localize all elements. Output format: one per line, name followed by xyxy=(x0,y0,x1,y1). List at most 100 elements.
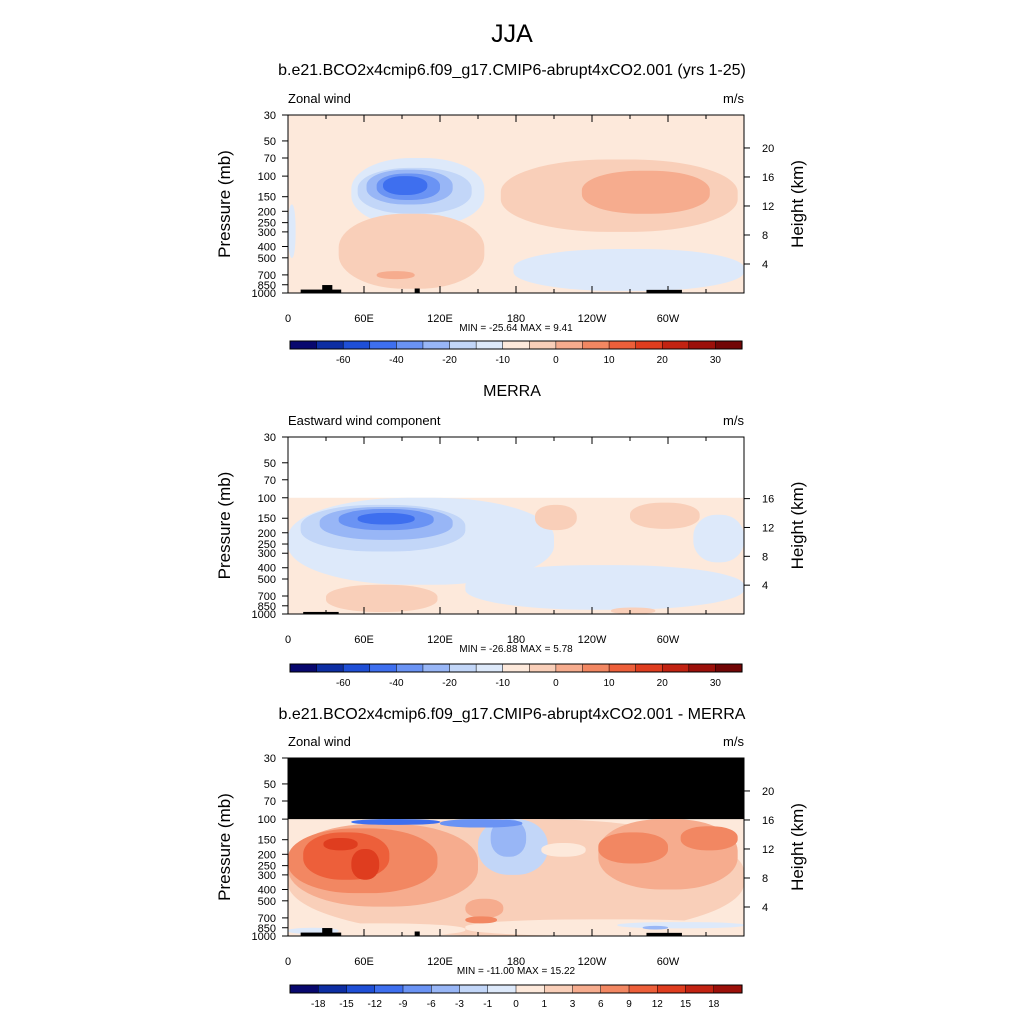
colorbar-label: -10 xyxy=(495,355,510,366)
contour-region xyxy=(490,819,527,857)
colorbar-swatch xyxy=(544,984,574,994)
contour-fill-group xyxy=(288,497,744,614)
x-tick-label: 60W xyxy=(657,956,680,968)
pressure-tick-label: 200 xyxy=(258,206,276,218)
topography-mask xyxy=(322,285,333,293)
plot-background xyxy=(288,437,744,614)
pressure-tick-label: 50 xyxy=(264,779,276,791)
pressure-tick-label: 1000 xyxy=(252,931,276,943)
contour-region xyxy=(323,837,358,851)
height-tick-label: 16 xyxy=(762,172,774,184)
panel-left-title: Zonal wind xyxy=(288,91,351,106)
colorbar-swatch xyxy=(374,984,404,994)
pressure-tick-label: 150 xyxy=(258,513,276,525)
panel-units: m/s xyxy=(723,91,744,106)
pressure-tick-label: 70 xyxy=(264,796,276,808)
contour-region xyxy=(288,828,438,894)
colorbar-label: 9 xyxy=(626,999,632,1010)
right-axis-label: Height (km) xyxy=(788,803,807,891)
colorbar-swatch xyxy=(396,663,424,673)
contour-region xyxy=(440,819,523,828)
pressure-tick-label: 400 xyxy=(258,884,276,896)
contour-region xyxy=(338,509,434,531)
contour-region xyxy=(465,919,744,936)
height-tick-label: 20 xyxy=(762,143,774,155)
colorbar-swatch xyxy=(661,663,690,673)
height-tick-label: 4 xyxy=(762,902,768,914)
colorbar-swatch xyxy=(635,663,663,673)
colorbar-swatch xyxy=(582,663,610,673)
x-tick-label: 0 xyxy=(285,956,291,968)
colorbar-label: -9 xyxy=(399,999,408,1010)
colorbar-swatch xyxy=(713,984,743,994)
contour-region xyxy=(500,159,738,232)
colorbar-swatch xyxy=(688,663,716,673)
colorbar-swatch xyxy=(502,663,530,673)
height-tick-label: 16 xyxy=(762,815,774,827)
colorbar-label: -60 xyxy=(336,355,351,366)
x-tick-label: 120W xyxy=(578,634,607,646)
colorbar-label: 20 xyxy=(657,355,669,366)
contour-region xyxy=(465,916,497,924)
pressure-tick-label: 500 xyxy=(258,253,276,265)
panel-units: m/s xyxy=(723,734,744,749)
colorbar-swatch xyxy=(342,340,371,350)
pressure-tick-label: 100 xyxy=(258,814,276,826)
contour-region xyxy=(288,923,466,936)
pressure-tick-label: 30 xyxy=(264,753,276,765)
colorbar-swatch xyxy=(396,340,424,350)
height-tick-label: 12 xyxy=(762,522,774,534)
pressure-tick-label: 30 xyxy=(264,432,276,444)
contour-region xyxy=(693,514,744,563)
colorbar-label: 10 xyxy=(603,678,615,689)
contour-region xyxy=(680,826,738,851)
x-tick-label: 120W xyxy=(578,313,607,325)
contour-region xyxy=(465,565,744,610)
height-tick-label: 4 xyxy=(762,580,768,592)
height-tick-label: 8 xyxy=(762,230,768,242)
topography-mask xyxy=(300,289,342,293)
y-axis-label: Pressure (mb) xyxy=(215,150,234,258)
height-tick-label: 4 xyxy=(762,259,768,271)
plot-frame xyxy=(287,757,745,937)
right-axis-label: Height (km) xyxy=(788,160,807,248)
colorbar-swatch xyxy=(685,984,715,994)
colorbar-frame xyxy=(289,340,743,350)
contour-region xyxy=(366,169,453,205)
colorbar-swatch xyxy=(449,663,477,673)
colorbar-frame xyxy=(289,663,743,673)
pressure-tick-label: 300 xyxy=(258,870,276,882)
contour-region xyxy=(617,922,744,929)
colorbar-swatch xyxy=(555,340,584,350)
pressure-tick-label: 700 xyxy=(258,591,276,603)
colorbar-label: -20 xyxy=(442,678,457,689)
colorbar-swatch xyxy=(582,340,610,350)
pressure-tick-label: 500 xyxy=(258,574,276,586)
colorbar-label: -6 xyxy=(427,999,436,1010)
pressure-tick-label: 400 xyxy=(258,241,276,253)
stats-label: MIN = -26.88 MAX = 5.78 xyxy=(459,644,573,655)
contour-region xyxy=(357,167,472,214)
panel-left-title: Eastward wind component xyxy=(288,413,441,428)
colorbar-swatch xyxy=(346,984,376,994)
colorbar-swatch xyxy=(402,984,432,994)
topography-mask xyxy=(646,932,682,936)
topography-mask xyxy=(414,288,420,293)
colorbar-swatch xyxy=(316,340,344,350)
missing-data-region xyxy=(288,758,744,820)
colorbar-swatch xyxy=(635,340,663,350)
x-tick-label: 180 xyxy=(507,956,525,968)
pressure-tick-label: 50 xyxy=(264,458,276,470)
contour-region xyxy=(288,204,296,258)
pressure-tick-label: 300 xyxy=(258,227,276,239)
colorbar-label: -12 xyxy=(368,999,383,1010)
contour-fill-group xyxy=(288,158,744,293)
contour-region xyxy=(376,271,415,280)
colorbar-label: 15 xyxy=(680,999,692,1010)
stats-label: MIN = -25.64 MAX = 9.41 xyxy=(459,323,573,334)
x-tick-label: 60E xyxy=(354,313,374,325)
colorbar-label: 20 xyxy=(657,678,669,689)
contour-region xyxy=(478,819,548,875)
colorbar-swatch xyxy=(316,663,344,673)
